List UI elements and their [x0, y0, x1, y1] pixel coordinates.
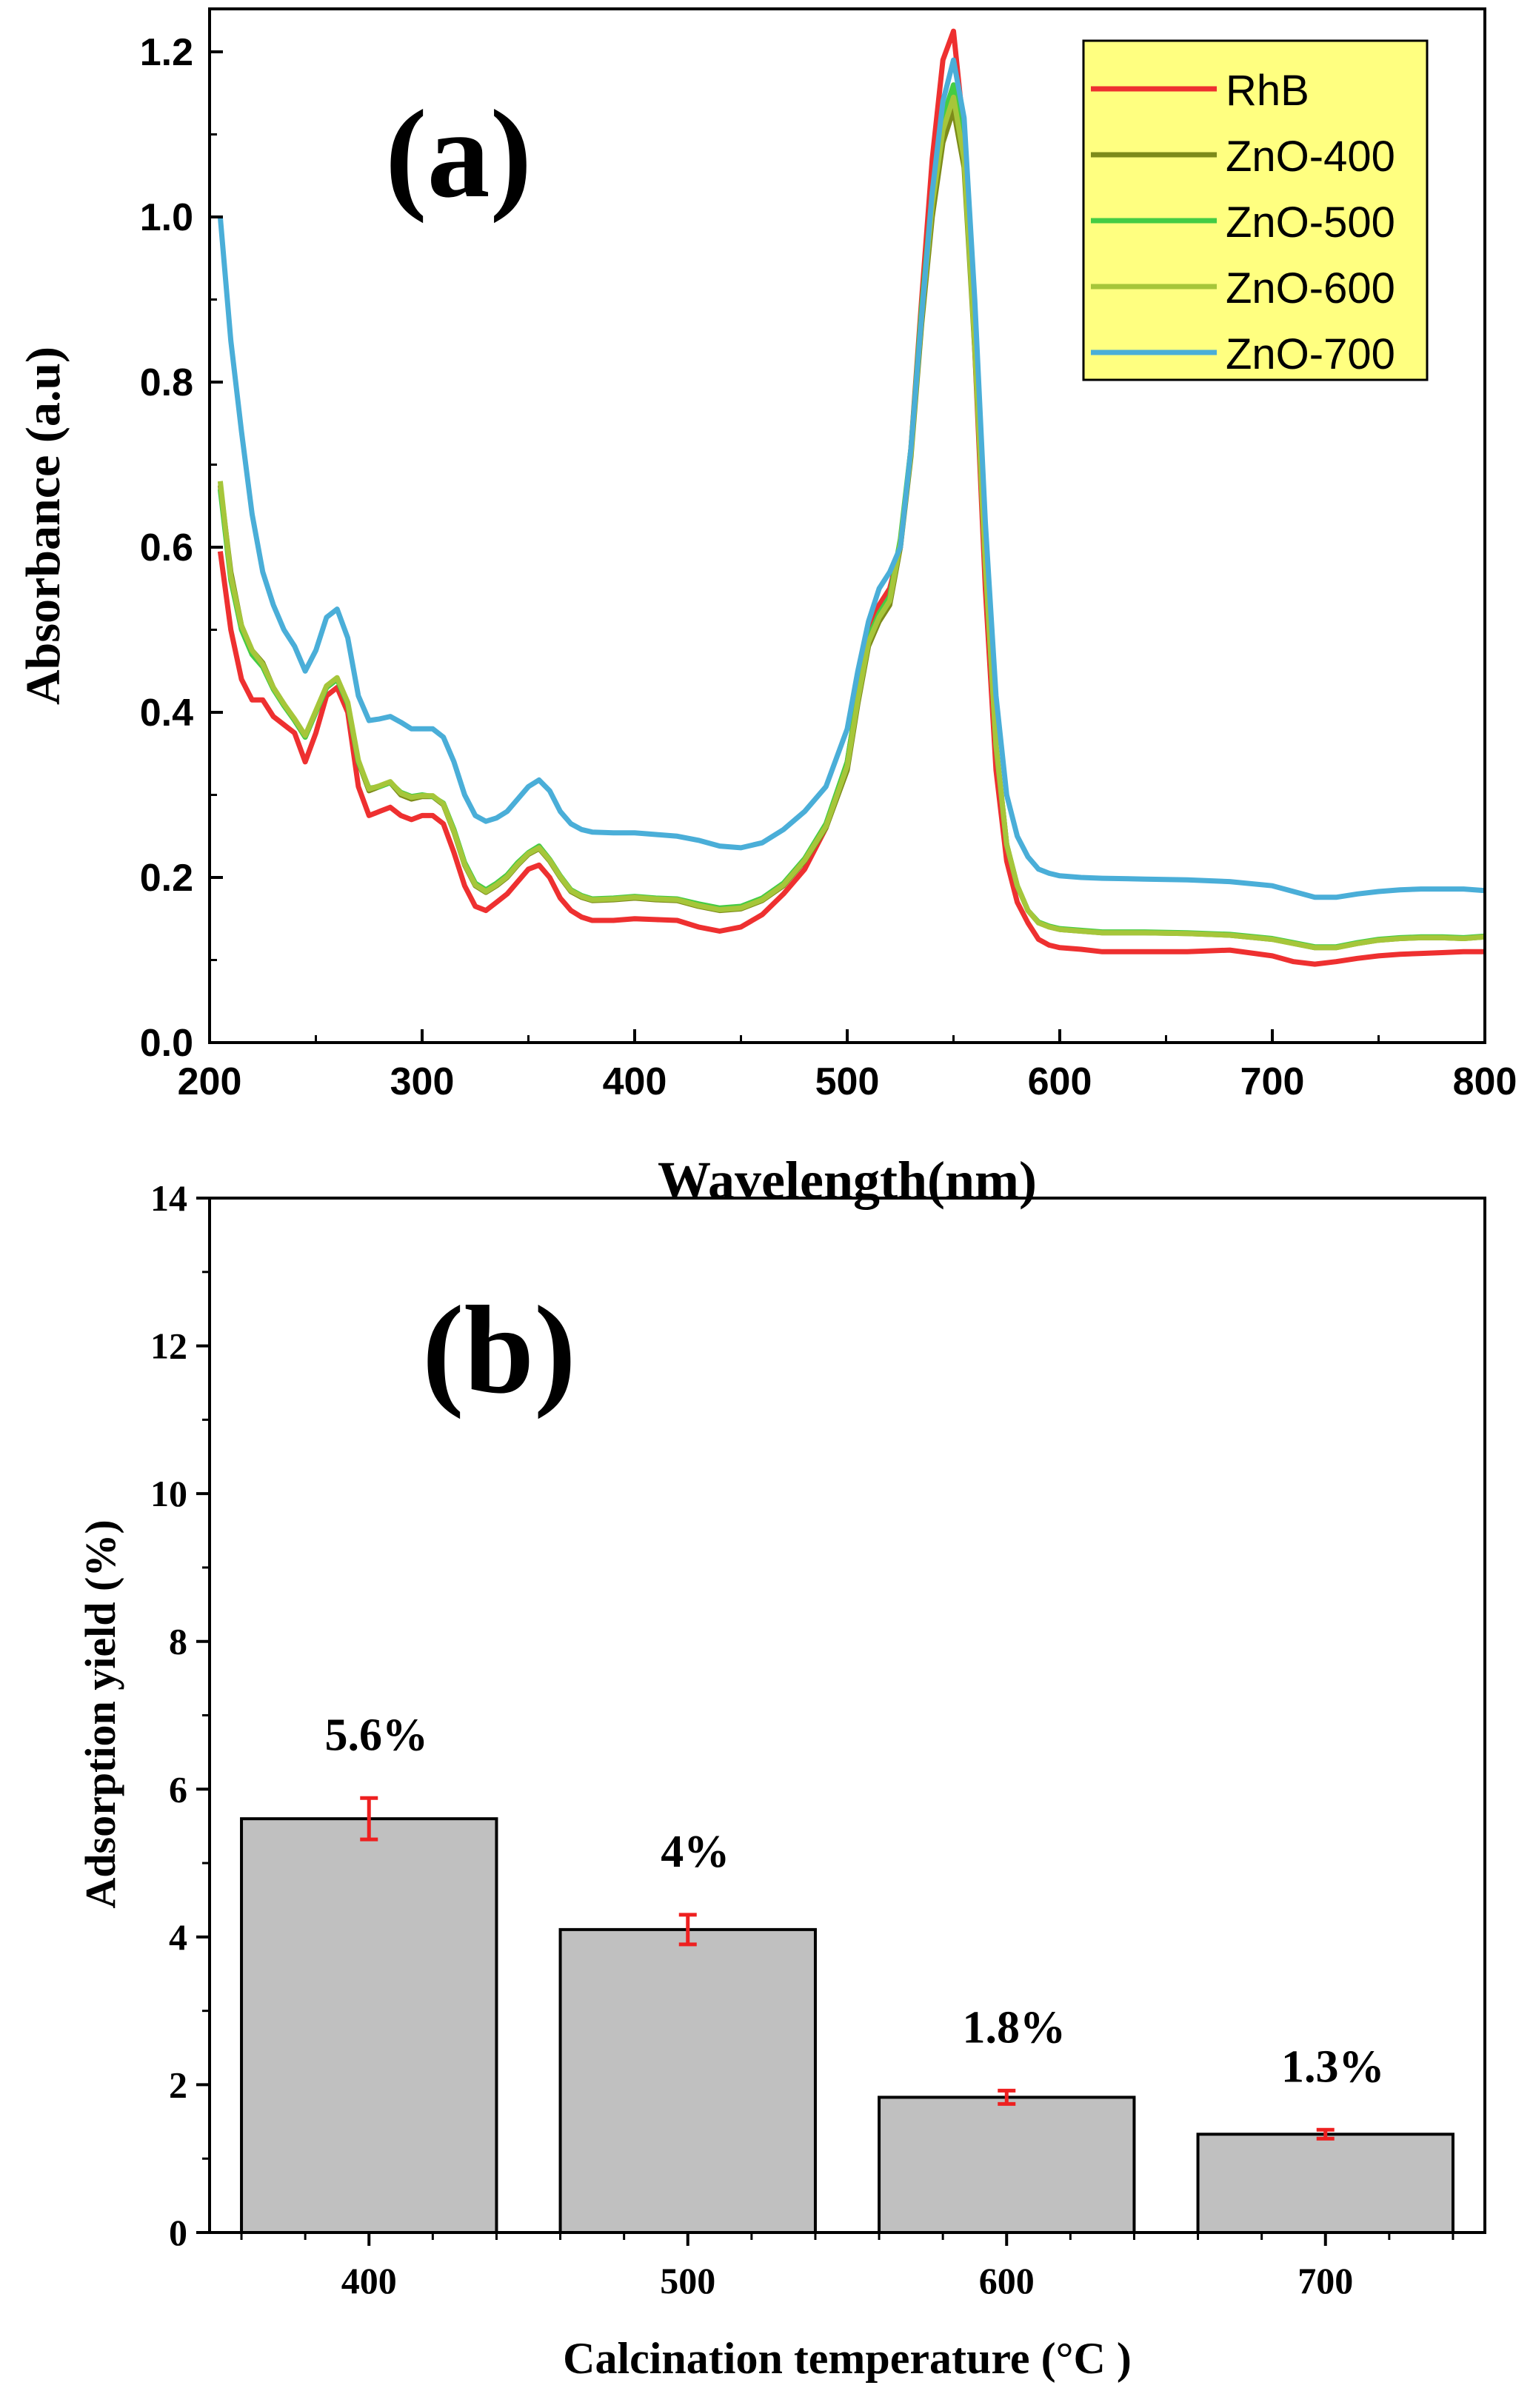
y-tick-label: 14: [150, 1177, 187, 1219]
y-tick-label: 0.8: [140, 361, 193, 404]
y-tick-label: 6: [169, 1768, 187, 1810]
x-tick-label: 400: [603, 1060, 667, 1103]
legend-label: ZnO-700: [1226, 330, 1395, 378]
y-tick-label: 2: [169, 2064, 187, 2105]
panel-a-y-axis-label: Absorbance (a.u): [16, 347, 70, 705]
x-tick-label: 500: [815, 1060, 880, 1103]
y-tick-label: 1.2: [140, 31, 193, 74]
panel-a-axes: 200 300 400 500 600 700 800 0.0 0.2 0.4 0.6 0.8 1.0 1…: [140, 31, 1517, 1103]
x-tick-label: 300: [390, 1060, 455, 1103]
x-tick-label: 700: [1240, 1060, 1305, 1103]
panel-b-y-axis-label: Adsorption yield (%): [76, 1519, 124, 1908]
panel-b-label: (b): [422, 1280, 576, 1419]
y-tick-label: 0.2: [140, 857, 193, 900]
y-tick-label: 1.0: [140, 196, 193, 239]
data-label: 1.8%: [963, 2002, 1066, 2053]
series-line-rhb: [217, 28, 1485, 967]
y-tick-label: 8: [169, 1621, 187, 1662]
y-tick-label: 0.0: [140, 1022, 193, 1065]
y-tick-label: 4: [169, 1916, 187, 1958]
legend-label: ZnO-400: [1226, 133, 1395, 181]
panel-a-series-group: [217, 28, 1486, 967]
y-tick-label: 12: [150, 1325, 187, 1367]
x-tick-label: 600: [1028, 1060, 1092, 1103]
y-tick-label: 0.6: [140, 526, 193, 569]
y-tick-label: 10: [150, 1473, 187, 1514]
panel-b-axes: 400 500 600 700 0 2 4 6 8 10 12 14: [150, 1177, 1454, 2301]
bar-500: [558, 1927, 817, 2235]
panel-a-legend: RhB ZnO-400 ZnO-500 ZnO-600 ZnO-700: [1082, 39, 1429, 381]
panel-b-x-axis-label: Calcination temperature (°C ): [563, 2334, 1132, 2383]
y-tick-label: 0.4: [140, 692, 193, 735]
data-label: 1.3%: [1281, 2041, 1385, 2092]
x-tick-label: 200: [178, 1060, 242, 1103]
series-line-zno-700: [217, 57, 1486, 900]
legend-label: ZnO-600: [1226, 264, 1395, 312]
x-tick-label: 500: [660, 2260, 715, 2301]
panel-a-label: (a): [385, 84, 532, 224]
y-tick-label: 0: [169, 2212, 187, 2253]
panel-a-line-chart: 200 300 400 500 600 700 800 0.0 0.2 0.4 0.6 0.8 1.0 1…: [16, 7, 1517, 1210]
x-tick-label: 400: [341, 2260, 397, 2301]
panel-a-legend-box: [1082, 39, 1429, 381]
x-tick-label: 700: [1297, 2260, 1353, 2301]
series-line-zno-600: [217, 94, 1486, 951]
data-label: 4%: [661, 1827, 729, 1877]
panel-b-bar-chart: 5.6% 4% 1.8% 1.3% 400 500 600 700 0 2 4 6 8 10 12 14 (…: [76, 1177, 1486, 2383]
bar-700: [1196, 2133, 1454, 2234]
x-tick-label: 800: [1453, 1060, 1517, 1103]
bar-600: [878, 2096, 1136, 2234]
legend-label: RhB: [1226, 67, 1309, 115]
bar-400: [240, 1817, 498, 2234]
data-label: 5.6%: [325, 1710, 429, 1760]
legend-label: ZnO-500: [1226, 198, 1395, 247]
panel-a-x-axis-label: Wavelength(nm): [658, 1151, 1037, 1210]
panel-b-bars-group: 5.6% 4% 1.8% 1.3%: [240, 1710, 1454, 2235]
x-tick-label: 600: [979, 2260, 1035, 2301]
